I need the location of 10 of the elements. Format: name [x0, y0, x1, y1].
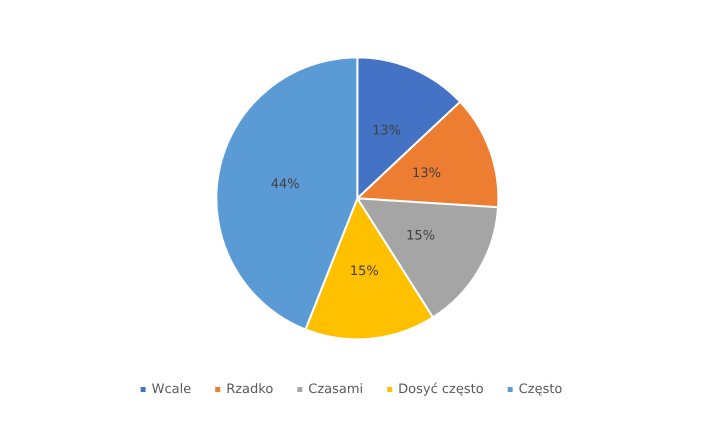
legend-label: Wcale: [152, 382, 192, 397]
legend-label: Dosyć często: [398, 382, 484, 397]
data-label: 15%: [406, 228, 436, 244]
data-label: 44%: [270, 177, 300, 192]
data-label: 15%: [350, 264, 379, 280]
data-label: 13%: [412, 166, 441, 181]
legend-label: Często: [518, 382, 562, 397]
legend-label: Czasami: [308, 382, 364, 397]
legend-label: Rzadko: [226, 382, 274, 397]
data-label: 13%: [372, 123, 401, 138]
